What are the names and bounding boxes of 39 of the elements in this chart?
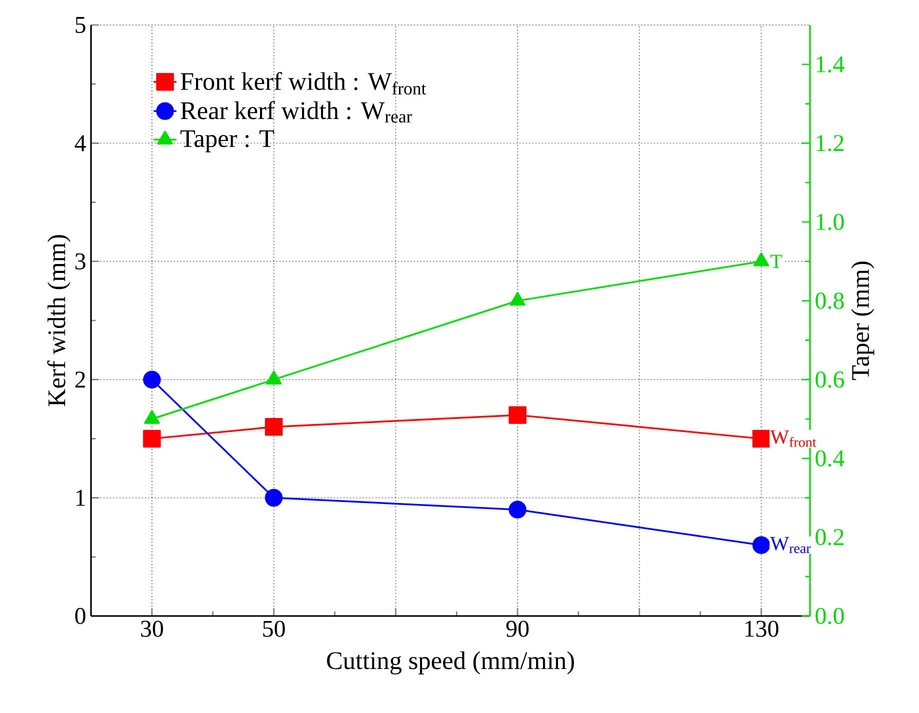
y-axis-title: Kerf width (mm) bbox=[47, 235, 70, 406]
point bbox=[264, 418, 283, 436]
annotation: W$_{rear}$ bbox=[770, 537, 811, 554]
annotation: W$_{front}$ bbox=[770, 430, 816, 447]
point bbox=[266, 370, 282, 384]
point bbox=[752, 536, 770, 554]
point bbox=[144, 410, 160, 424]
y2-tick-label: 0.2 bbox=[816, 529, 844, 546]
y2-tick-label: 1.0 bbox=[816, 214, 844, 230]
y2-tick-label: 1.2 bbox=[816, 135, 844, 152]
y-tick-label: 2 bbox=[75, 372, 85, 388]
y-tick-label: 1 bbox=[76, 490, 85, 506]
annotation: T bbox=[770, 254, 782, 268]
point bbox=[753, 252, 770, 266]
point bbox=[752, 430, 770, 448]
y2-tick-label: 0.6 bbox=[816, 371, 844, 388]
y2-tick-label: 0.0 bbox=[816, 608, 844, 624]
y2-tick-label: 0.4 bbox=[816, 450, 844, 467]
y2-tick-label: 0.8 bbox=[816, 292, 844, 309]
x-tick-label: 130 bbox=[745, 620, 778, 637]
legend-label: Rear kerf width : W$_{rear}$ bbox=[180, 101, 412, 123]
x-axis-title: Cutting speed (mm/min) bbox=[327, 651, 574, 674]
y-tick-label: 5 bbox=[76, 17, 86, 33]
legend-label: Taper : T bbox=[180, 130, 274, 152]
y2-axis-title: Taper (mm) bbox=[851, 262, 874, 380]
point bbox=[143, 370, 161, 388]
point bbox=[508, 406, 526, 424]
y-tick-label: 3 bbox=[75, 253, 86, 270]
x-tick-label: 50 bbox=[263, 620, 285, 637]
y-tick-label: 0 bbox=[75, 608, 86, 624]
point bbox=[510, 292, 526, 306]
point bbox=[264, 488, 283, 507]
y2-tick-label: 1.4 bbox=[816, 56, 844, 72]
x-tick-label: 90 bbox=[506, 620, 529, 637]
y-tick-label: 4 bbox=[74, 135, 86, 152]
x-tick-label: 30 bbox=[141, 620, 164, 637]
legend-label: Front kerf width : W$_{front}$ bbox=[180, 72, 426, 95]
point bbox=[508, 500, 526, 518]
point bbox=[143, 430, 161, 448]
